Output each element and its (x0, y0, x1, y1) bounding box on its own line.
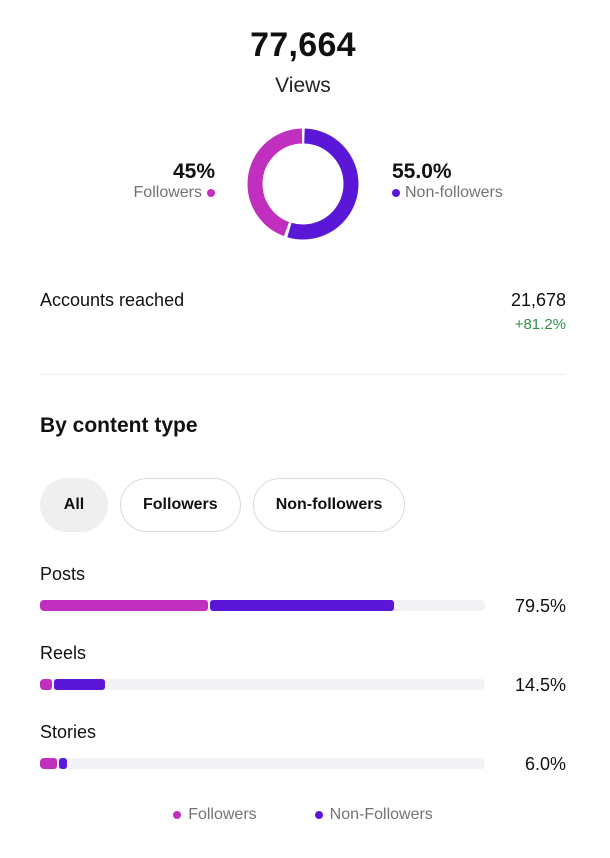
stories-non-followers-bar (58, 758, 67, 769)
content-filter-chips: All Followers Non-followers (40, 478, 406, 532)
followers-summary: 45% Followers (134, 160, 215, 202)
reels-percent: 14.5% (514, 675, 566, 695)
stories-percent: 6.0% (524, 754, 566, 774)
views-label: Views (275, 74, 331, 97)
filter-chip-non-followers[interactable]: Non-followers (252, 478, 406, 532)
divider (40, 374, 566, 375)
legend: Followers Non-Followers (0, 806, 606, 824)
reels-non-followers-bar (54, 679, 105, 690)
legend-followers: Followers (173, 806, 257, 824)
accounts-reached-value: 21,678 (510, 290, 566, 310)
posts-non-followers-bar (210, 600, 394, 611)
section-title: By content type (40, 414, 198, 437)
posts-followers-bar (40, 600, 209, 611)
views-donut-chart (247, 128, 359, 240)
non-followers-label: Non-followers (405, 184, 503, 201)
row-label-posts: Posts (40, 564, 86, 584)
posts-percent: 79.5% (514, 596, 566, 616)
accounts-reached-change: +81.2% (514, 316, 566, 333)
reels-followers-bar (40, 679, 53, 690)
legend-non-followers: Non-Followers (314, 806, 433, 824)
accounts-reached-label: Accounts reached (40, 290, 185, 310)
filter-chip-followers[interactable]: Followers (120, 478, 241, 532)
views-count: 77,664 (250, 26, 356, 64)
donut-followers-arc (247, 128, 359, 240)
non-followers-legend-dot-icon (314, 811, 323, 819)
stories-bar-track (40, 758, 485, 769)
row-label-stories: Stories (40, 722, 97, 742)
non-followers-dot-icon (392, 189, 400, 197)
followers-dot-icon (207, 189, 215, 197)
stories-followers-bar (40, 758, 57, 769)
posts-bar-track (40, 600, 485, 611)
reels-bar-track (40, 679, 485, 690)
non-followers-summary: 55.0% Non-followers (392, 160, 503, 202)
non-followers-percent: 55.0% (392, 160, 452, 183)
donut-non-followers-arc (247, 128, 359, 240)
followers-legend-dot-icon (173, 811, 182, 819)
followers-percent: 45% (172, 160, 215, 183)
followers-label: Followers (133, 184, 202, 201)
filter-chip-all[interactable]: All (40, 478, 108, 532)
row-label-reels: Reels (40, 643, 87, 663)
